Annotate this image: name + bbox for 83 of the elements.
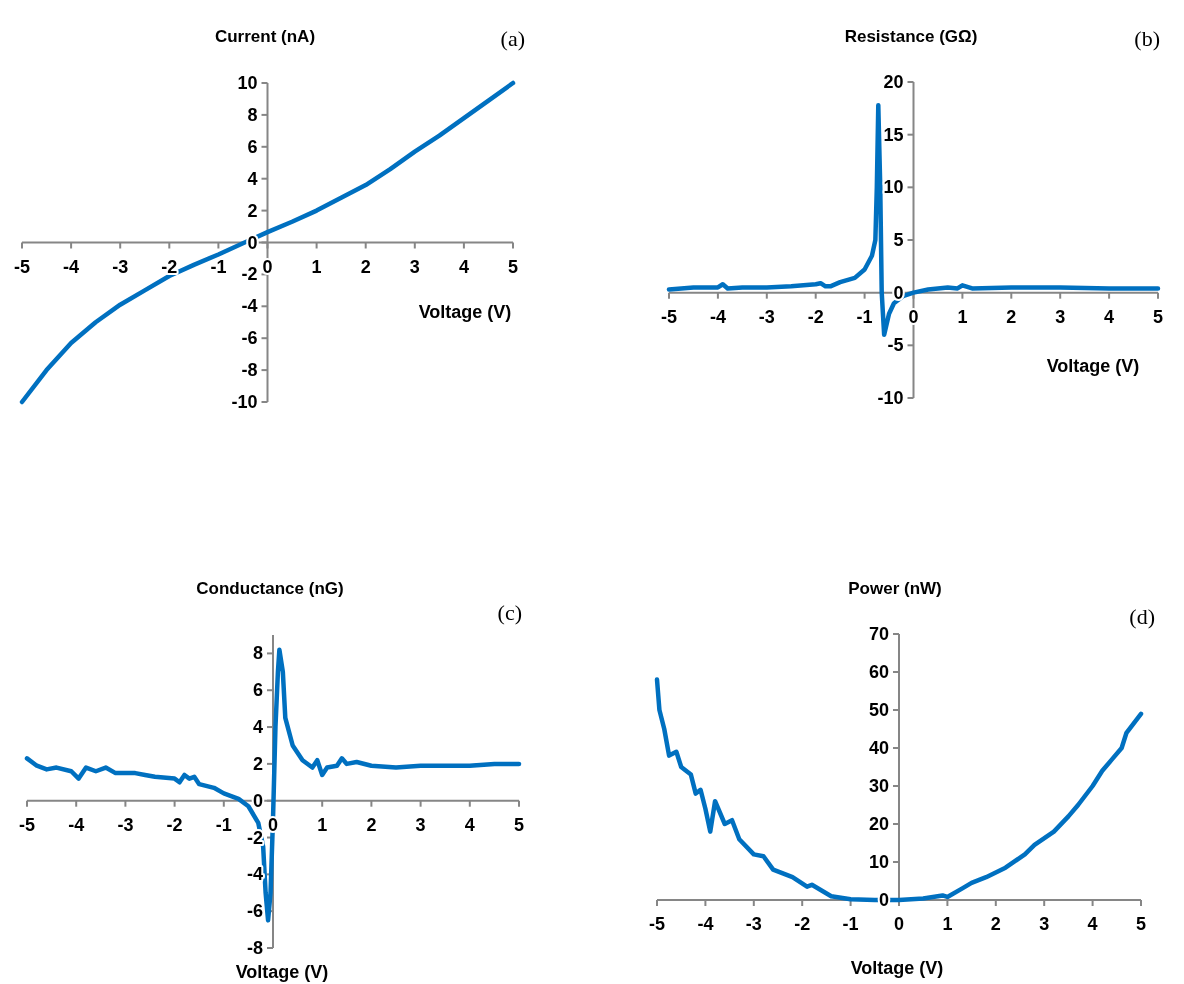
x-tick-label: -4 [63,256,80,277]
x-tick-label: 4 [458,256,469,277]
y-tick-label: 20 [868,814,889,834]
y-tick-label: 8 [247,104,258,125]
x-tick-label: -2 [794,914,811,934]
x-tick-label: 3 [409,256,420,277]
x-axis-title: Voltage (V) [235,962,329,982]
y-tick-label: 6 [247,136,258,157]
y-tick-label: 5 [893,230,904,250]
y-tick-label: 15 [883,124,904,145]
x-tick-label: 2 [990,914,1001,934]
text: (b) [1134,26,1160,51]
y-tick-label: 50 [868,700,889,720]
x-tick-label: 2 [366,814,377,835]
x-tick-label: -5 [13,256,31,277]
x-tick-label: -4 [709,306,726,327]
x-tick-label: 2 [360,256,371,277]
y-tick-label: 70 [868,624,889,644]
y-tick-label: -4 [246,864,263,885]
x-tick-label: 5 [513,814,525,835]
x-tick-label: 2 [1006,306,1017,327]
x-tick-label: -3 [112,256,129,277]
y-tick-label: -6 [241,328,258,349]
y-tick-label: 0 [252,790,263,811]
x-tick-label: 5 [1135,914,1147,934]
y-tick-label: 4 [247,168,258,189]
x-tick-label: 1 [942,914,953,934]
y-tick-label: 2 [247,200,258,221]
x-axis-title: Voltage (V) [1046,356,1140,376]
x-tick-label: -5 [648,914,666,934]
x-tick-label: 0 [908,306,919,327]
x-axis-title: Voltage (V) [850,958,944,978]
x-tick-label: -1 [210,256,227,277]
y-tick-label: -8 [246,938,263,958]
x-tick-label: 3 [1039,914,1050,934]
x-tick-label: -5 [18,814,36,835]
x-tick-label: 1 [311,256,322,277]
x-tick-label: 3 [1055,306,1066,327]
x-tick-label: 3 [415,814,426,835]
x-tick-label: -4 [68,814,85,835]
x-tick-label: -2 [807,306,824,327]
chart-title: Conductance (nG) [196,579,344,598]
chart-title: Resistance (GΩ) [844,27,978,46]
y-tick-label: 10 [868,852,889,872]
y-tick-label: 60 [868,662,889,682]
y-tick-label: 4 [252,717,263,738]
y-tick-label: 40 [868,738,889,758]
text: (a) [500,26,525,51]
x-tick-label: -2 [161,256,178,277]
x-tick-label: 5 [507,256,519,277]
y-tick-label: 8 [252,643,263,664]
chart-title: Power (nW) [848,579,942,598]
x-tick-label: 4 [1087,914,1098,934]
x-tick-label: -2 [166,814,183,835]
x-tick-label: -4 [697,914,714,934]
y-tick-label: -10 [231,392,258,412]
y-tick-label: 6 [252,680,263,701]
x-axis-title: Voltage (V) [418,302,512,322]
y-tick-label: 20 [883,72,904,92]
x-tick-label: -1 [856,306,873,327]
y-tick-label: -8 [241,360,258,381]
text: (d) [1129,604,1155,629]
x-tick-label: -3 [745,914,762,934]
y-tick-label: -10 [877,388,904,408]
x-tick-label: 5 [1152,306,1164,327]
x-tick-label: 4 [1104,306,1115,327]
x-tick-label: 1 [957,306,968,327]
x-tick-label: -3 [117,814,134,835]
y-tick-label: 2 [252,753,263,774]
y-tick-label: -6 [246,901,263,922]
x-tick-label: -1 [215,814,232,835]
y-tick-label: 30 [868,776,889,796]
x-tick-label: -5 [660,306,678,327]
y-tick-label: 0 [893,282,904,303]
y-tick-label: 10 [237,73,258,93]
x-tick-label: -1 [842,914,859,934]
text: (c) [497,600,522,625]
x-tick-label: 4 [464,814,475,835]
y-tick-label: -5 [887,335,904,356]
y-tick-label: 10 [883,177,904,198]
chart-title: Current (nA) [214,27,316,46]
x-tick-label: 1 [317,814,328,835]
x-tick-label: -3 [758,306,775,327]
